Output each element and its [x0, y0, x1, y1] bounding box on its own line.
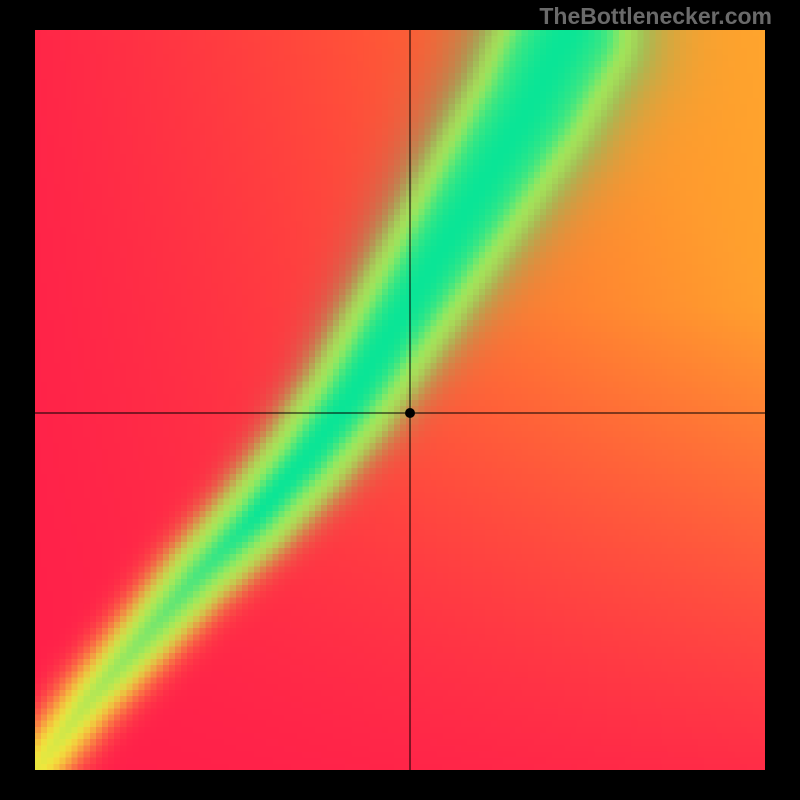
bottleneck-heatmap [35, 30, 765, 770]
watermark-text: TheBottlenecker.com [539, 3, 772, 30]
